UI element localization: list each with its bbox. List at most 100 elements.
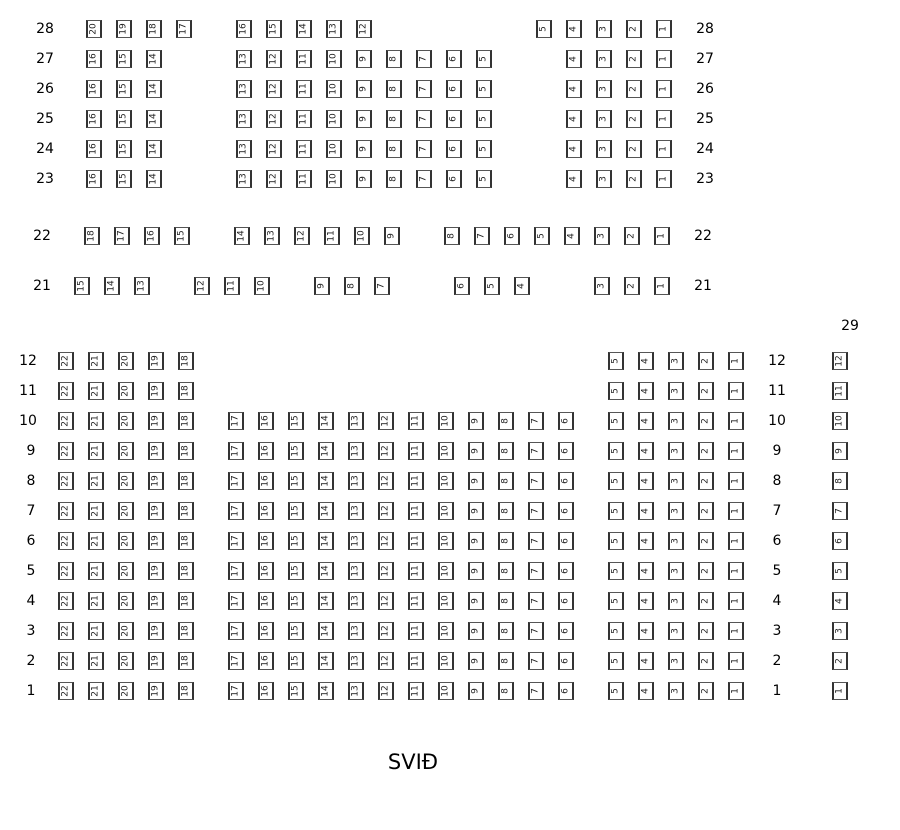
seat[interactable]: 21 [88, 502, 104, 520]
seat[interactable]: 5 [608, 532, 624, 550]
seat[interactable]: 18 [178, 472, 194, 490]
seat[interactable]: 3 [668, 592, 684, 610]
seat[interactable]: 19 [148, 592, 164, 610]
seat[interactable]: 2 [698, 622, 714, 640]
seat[interactable]: 22 [58, 382, 74, 400]
seat[interactable]: 13 [236, 140, 252, 158]
seat[interactable]: 15 [288, 652, 304, 670]
seat[interactable]: 11 [224, 277, 240, 295]
seat[interactable]: 5 [608, 442, 624, 460]
seat[interactable]: 2 [624, 277, 640, 295]
seat[interactable]: 4 [638, 532, 654, 550]
seat[interactable]: 22 [58, 622, 74, 640]
seat[interactable]: 4 [638, 382, 654, 400]
seat[interactable]: 6 [558, 592, 574, 610]
seat[interactable]: 4 [564, 227, 580, 245]
seat[interactable]: 14 [296, 20, 312, 38]
seat[interactable]: 5 [832, 562, 848, 580]
seat[interactable]: 9 [468, 532, 484, 550]
seat[interactable]: 11 [408, 412, 424, 430]
seat[interactable]: 15 [288, 592, 304, 610]
seat[interactable]: 17 [228, 502, 244, 520]
seat[interactable]: 1 [654, 277, 670, 295]
seat[interactable]: 4 [638, 622, 654, 640]
seat[interactable]: 20 [118, 472, 134, 490]
seat[interactable]: 6 [558, 682, 574, 700]
seat[interactable]: 8 [386, 110, 402, 128]
seat[interactable]: 12 [378, 622, 394, 640]
seat[interactable]: 16 [86, 140, 102, 158]
seat[interactable]: 19 [148, 562, 164, 580]
seat[interactable]: 1 [656, 50, 672, 68]
seat[interactable]: 15 [288, 442, 304, 460]
seat[interactable]: 4 [638, 472, 654, 490]
seat[interactable]: 19 [148, 502, 164, 520]
seat[interactable]: 1 [728, 562, 744, 580]
seat[interactable]: 10 [326, 140, 342, 158]
seat[interactable]: 9 [468, 652, 484, 670]
seat[interactable]: 5 [608, 592, 624, 610]
seat[interactable]: 18 [178, 382, 194, 400]
seat[interactable]: 6 [558, 502, 574, 520]
seat[interactable]: 14 [146, 80, 162, 98]
seat[interactable]: 20 [118, 442, 134, 460]
seat[interactable]: 7 [528, 622, 544, 640]
seat[interactable]: 15 [116, 170, 132, 188]
seat[interactable]: 8 [498, 502, 514, 520]
seat[interactable]: 12 [356, 20, 372, 38]
seat[interactable]: 5 [608, 622, 624, 640]
seat[interactable]: 15 [174, 227, 190, 245]
seat[interactable]: 11 [324, 227, 340, 245]
seat[interactable]: 12 [266, 50, 282, 68]
seat[interactable]: 2 [698, 682, 714, 700]
seat[interactable]: 9 [468, 502, 484, 520]
seat[interactable]: 5 [608, 412, 624, 430]
seat[interactable]: 14 [146, 110, 162, 128]
seat[interactable]: 3 [668, 472, 684, 490]
seat[interactable]: 14 [146, 50, 162, 68]
seat[interactable]: 4 [638, 682, 654, 700]
seat[interactable]: 8 [498, 592, 514, 610]
seat[interactable]: 12 [266, 80, 282, 98]
seat[interactable]: 7 [528, 442, 544, 460]
seat[interactable]: 16 [258, 472, 274, 490]
seat[interactable]: 2 [624, 227, 640, 245]
seat[interactable]: 13 [348, 532, 364, 550]
seat[interactable]: 2 [698, 472, 714, 490]
seat[interactable]: 4 [566, 80, 582, 98]
seat[interactable]: 4 [566, 110, 582, 128]
seat[interactable]: 20 [86, 20, 102, 38]
seat[interactable]: 10 [438, 562, 454, 580]
seat[interactable]: 7 [528, 592, 544, 610]
seat[interactable]: 8 [386, 170, 402, 188]
seat[interactable]: 3 [596, 110, 612, 128]
seat[interactable]: 9 [468, 682, 484, 700]
seat[interactable]: 14 [318, 532, 334, 550]
seat[interactable]: 5 [608, 682, 624, 700]
seat[interactable]: 16 [258, 442, 274, 460]
seat[interactable]: 10 [438, 442, 454, 460]
seat[interactable]: 13 [348, 652, 364, 670]
seat[interactable]: 13 [348, 622, 364, 640]
seat[interactable]: 2 [626, 170, 642, 188]
seat[interactable]: 18 [178, 682, 194, 700]
seat[interactable]: 5 [484, 277, 500, 295]
seat[interactable]: 14 [318, 502, 334, 520]
seat[interactable]: 1 [656, 170, 672, 188]
seat[interactable]: 19 [148, 352, 164, 370]
seat[interactable]: 1 [656, 110, 672, 128]
seat[interactable]: 16 [86, 50, 102, 68]
seat[interactable]: 1 [728, 652, 744, 670]
seat[interactable]: 17 [228, 682, 244, 700]
seat[interactable]: 2 [626, 20, 642, 38]
seat[interactable]: 21 [88, 442, 104, 460]
seat[interactable]: 1 [654, 227, 670, 245]
seat[interactable]: 9 [356, 170, 372, 188]
seat[interactable]: 12 [378, 562, 394, 580]
seat[interactable]: 2 [698, 442, 714, 460]
seat[interactable]: 17 [228, 652, 244, 670]
seat[interactable]: 12 [378, 502, 394, 520]
seat[interactable]: 11 [408, 592, 424, 610]
seat[interactable]: 4 [832, 592, 848, 610]
seat[interactable]: 3 [596, 80, 612, 98]
